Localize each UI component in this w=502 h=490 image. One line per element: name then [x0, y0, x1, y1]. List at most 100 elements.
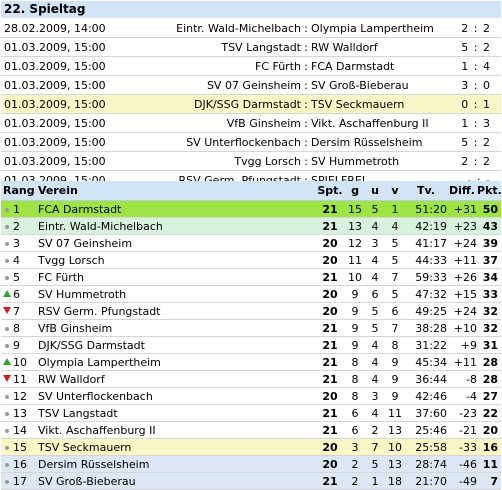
points: 28	[477, 353, 501, 371]
rank-number: 3	[13, 236, 20, 250]
rank-cell: 12	[1, 387, 38, 405]
team-name[interactable]: Dersim Rüsselsheim	[38, 455, 315, 473]
match-row[interactable]: 01.03.2009, 15:00 TSV Langstadt: RW Walldo…	[1, 37, 501, 57]
goals: 47:32	[405, 285, 447, 303]
games-played: 21	[315, 268, 345, 286]
standings-row[interactable]: 15 TSV Seckmauern 20 3 7 10 25:58 -33 16	[1, 438, 501, 456]
away-team: Dersim Rüsselsheim	[311, 132, 451, 152]
team-name[interactable]: RW Walldorf	[38, 370, 315, 388]
match-row[interactable]: 01.03.2009, 15:00 SV 07 Geinsheim: SV Groß…	[1, 75, 501, 95]
team-name[interactable]: VfB Ginsheim	[38, 319, 315, 337]
team-name[interactable]: Tvgg Lorsch	[38, 251, 315, 269]
team-name[interactable]: Olympia Lampertheim	[38, 353, 315, 371]
match-row[interactable]: 01.03.2009, 15:00 FC Fürth: FCA Darmstadt 1…	[1, 56, 501, 76]
draws: 2	[365, 421, 385, 439]
team-name[interactable]: SV Hummetroth	[38, 285, 315, 303]
standings-row[interactable]: 12 SV Unterflockenbach 20 8 3 9 42:46 -4 27	[1, 387, 501, 405]
losses: 5	[385, 234, 405, 252]
games-played: 21	[315, 217, 345, 235]
header-pkt[interactable]: Pkt.	[477, 181, 502, 201]
points: 43	[477, 217, 501, 235]
header-diff[interactable]: Diff.	[447, 181, 477, 201]
wins: 6	[345, 421, 365, 439]
standings-row[interactable]: 16 Dersim Rüsselsheim 20 2 5 13 28:74 -46 11	[1, 455, 501, 473]
standings-row[interactable]: 2 Eintr. Wald-Michelbach 21 13 4 4 42:19 +23 43	[1, 217, 501, 235]
team-name[interactable]: TSV Langstadt	[38, 404, 315, 422]
standings-row[interactable]: 17 SV Groß-Bieberau 21 2 1 18 21:70 -49 7	[1, 472, 501, 490]
team-name[interactable]: TSV Seckmauern	[38, 438, 315, 456]
standings-row[interactable]: 13 TSV Langstadt 21 6 4 11 37:60 -23 22	[1, 404, 501, 422]
matchday-title: 22. Spieltag	[1, 1, 501, 18]
draws: 4	[365, 251, 385, 269]
rank-number: 17	[13, 474, 27, 488]
dot-icon	[1, 239, 13, 248]
points: 22	[477, 404, 501, 422]
rank-cell: 14	[1, 421, 38, 439]
draws: 4	[365, 268, 385, 286]
rank-cell: 16	[1, 455, 38, 473]
goals: 44:33	[405, 251, 447, 269]
dot-icon	[1, 477, 13, 486]
standings-row[interactable]: 10 Olympia Lampertheim 21 8 4 9 45:34 +11 28	[1, 353, 501, 371]
standings-row[interactable]: 11 RW Walldorf 21 8 4 9 36:44 -8 28	[1, 370, 501, 388]
team-name[interactable]: FC Fürth	[38, 268, 315, 286]
match-row[interactable]: 01.03.2009, 15:00 Tvgg Lorsch: SV Hummetro…	[1, 151, 501, 171]
match-date: 01.03.2009, 15:00	[1, 113, 161, 133]
team-name[interactable]: SV Groß-Bieberau	[38, 472, 315, 490]
header-rang[interactable]: Rang	[1, 181, 38, 201]
standings-row[interactable]: 8 VfB Ginsheim 21 9 5 7 38:28 +10 32	[1, 319, 501, 337]
header-spt[interactable]: Spt.	[315, 181, 345, 201]
goal-difference: -4	[447, 387, 477, 405]
rank-cell: 1	[1, 200, 38, 218]
losses: 13	[385, 421, 405, 439]
losses: 1	[385, 200, 405, 218]
standings-row[interactable]: 14 Vikt. Aschaffenburg II 21 6 2 13 25:46 -21 20	[1, 421, 501, 439]
losses: 13	[385, 455, 405, 473]
points: 39	[477, 234, 501, 252]
header-v[interactable]: v	[385, 181, 405, 201]
standings-row[interactable]: 6 SV Hummetroth 20 9 6 5 47:32 +15 33	[1, 285, 501, 303]
standings-row[interactable]: 9 DJK/SSG Darmstadt 21 9 4 8 31:22 +9 31	[1, 336, 501, 354]
standings-row[interactable]: 7 RSV Germ. Pfungstadt 20 9 5 6 49:25 +24 32	[1, 302, 501, 320]
draws: 4	[365, 336, 385, 354]
team-name[interactable]: SV Unterflockenbach	[38, 387, 315, 405]
match-date: 01.03.2009, 15:00	[1, 151, 161, 171]
away-team: TSV Seckmauern	[311, 94, 451, 114]
team-name[interactable]: Eintr. Wald-Michelbach	[38, 217, 315, 235]
match-row[interactable]: 28.02.2009, 14:00 Eintr. Wald-Michelbach:…	[1, 19, 501, 38]
rank-cell: 6	[1, 285, 38, 303]
losses: 10	[385, 438, 405, 456]
match-row[interactable]: 01.03.2009, 15:00 DJK/SSG Darmstadt: TSV S…	[1, 94, 501, 114]
standings-row[interactable]: 5 FC Fürth 21 10 4 7 59:33 +26 34	[1, 268, 501, 286]
match-row[interactable]: 01.03.2009, 15:00 VfB Ginsheim: Vikt. Asch…	[1, 113, 501, 133]
header-verein[interactable]: Verein	[38, 181, 315, 201]
rank-number: 1	[13, 202, 20, 216]
team-name[interactable]: RSV Germ. Pfungstadt	[38, 302, 315, 320]
header-u[interactable]: u	[365, 181, 385, 201]
points: 27	[477, 387, 501, 405]
rank-number: 7	[13, 304, 20, 318]
team-name[interactable]: FCA Darmstadt	[38, 200, 315, 218]
away-team: Olympia Lampertheim	[311, 19, 451, 38]
draws: 6	[365, 285, 385, 303]
match-row[interactable]: 01.03.2009, 15:00 SV Unterflockenbach: Der…	[1, 132, 501, 152]
team-separator: :	[301, 75, 311, 95]
away-team: Vikt. Aschaffenburg II	[311, 113, 451, 133]
team-separator: :	[301, 56, 311, 76]
team-name[interactable]: SV 07 Geinsheim	[38, 234, 315, 252]
rank-number: 5	[13, 270, 20, 284]
header-g[interactable]: g	[345, 181, 365, 201]
team-name[interactable]: Vikt. Aschaffenburg II	[38, 421, 315, 439]
standings-row[interactable]: 1 FCA Darmstadt 21 15 5 1 51:20 +31 50	[1, 200, 501, 218]
losses: 9	[385, 370, 405, 388]
games-played: 21	[315, 421, 345, 439]
home-team: SV 07 Geinsheim	[161, 75, 301, 95]
goal-difference: +10	[447, 319, 477, 337]
dot-icon	[1, 324, 13, 333]
standings-row[interactable]: 4 Tvgg Lorsch 20 11 4 5 44:33 +11 37	[1, 251, 501, 269]
standings-row[interactable]: 3 SV 07 Geinsheim 20 12 3 5 41:17 +24 39	[1, 234, 501, 252]
goals: 36:44	[405, 370, 447, 388]
team-name[interactable]: DJK/SSG Darmstadt	[38, 336, 315, 354]
header-tv[interactable]: Tv.	[405, 181, 447, 201]
dot-icon	[1, 273, 13, 282]
